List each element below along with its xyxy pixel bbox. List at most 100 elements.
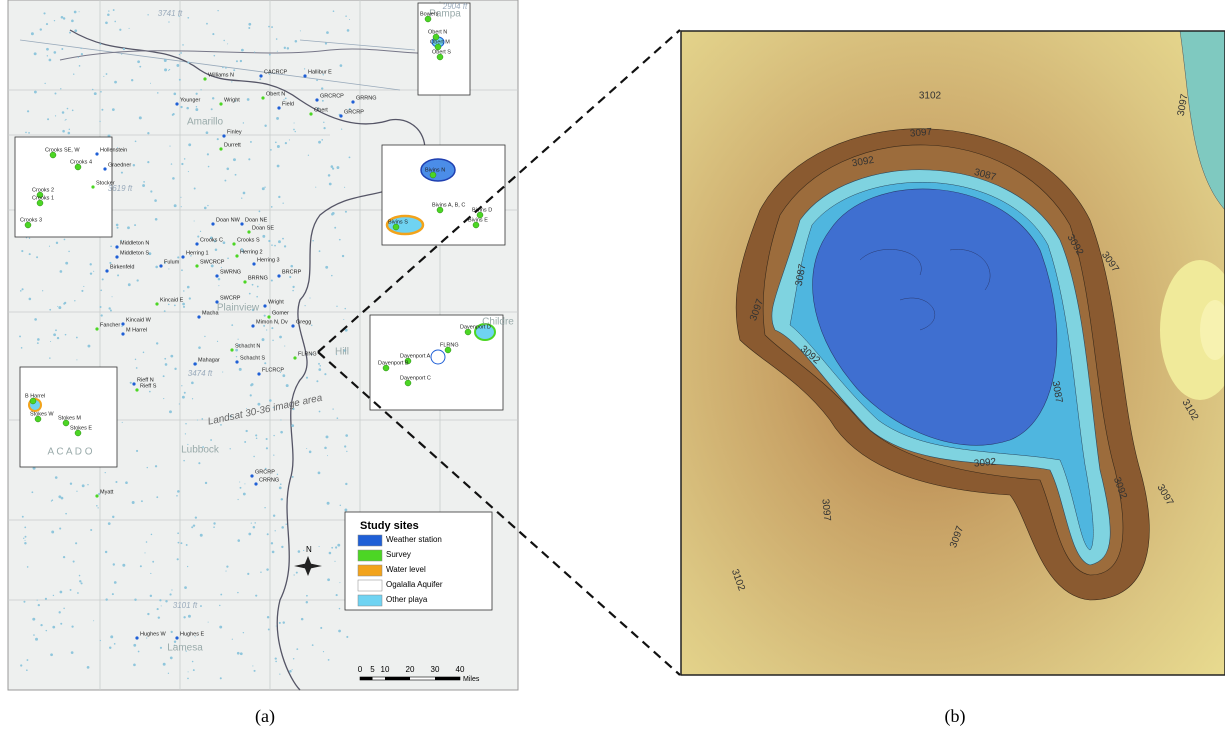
playa [152, 561, 154, 563]
playa [250, 384, 252, 386]
playa [266, 568, 268, 570]
playa [217, 138, 219, 140]
playa [53, 333, 56, 336]
playa [277, 165, 280, 168]
playa [278, 196, 280, 198]
playa [90, 263, 92, 265]
playa [264, 125, 266, 127]
playa [22, 288, 24, 290]
site-marker [181, 255, 184, 258]
inset-label: Stokes E [70, 425, 92, 431]
playa [188, 615, 191, 618]
place-label: Lamesa [167, 643, 203, 654]
inset-label: Davenport B [378, 360, 409, 366]
inset-label: Crooks SE, W [45, 147, 80, 153]
site-label: SWRNG [220, 269, 241, 275]
playa [319, 411, 321, 413]
playa [181, 206, 182, 207]
site-label: Fancher [100, 322, 120, 328]
site-marker [277, 106, 280, 109]
site-label: BRRNG [248, 275, 268, 281]
site-label: Field [282, 101, 294, 107]
playa [248, 158, 250, 160]
inset-label: Crooks 2 [32, 187, 54, 193]
playa [256, 437, 258, 439]
playa [282, 238, 284, 240]
playa [106, 73, 108, 75]
playa [285, 524, 286, 525]
playa [323, 127, 325, 129]
playa [316, 79, 318, 81]
playa [277, 145, 280, 148]
playa [249, 293, 251, 295]
playa [316, 380, 318, 382]
playa [94, 92, 97, 95]
playa [76, 491, 77, 492]
legend-label: Survey [386, 550, 411, 559]
playa [183, 306, 185, 308]
playa [241, 197, 242, 198]
playa [245, 430, 247, 432]
playa [306, 595, 308, 597]
playa [206, 23, 208, 25]
site-marker [195, 242, 198, 245]
playa [19, 335, 21, 337]
playa [132, 501, 135, 504]
playa [271, 206, 273, 208]
playa [163, 375, 165, 377]
playa [345, 483, 347, 485]
playa [192, 398, 193, 399]
playa [271, 279, 273, 281]
playa [26, 669, 28, 671]
playa [105, 598, 107, 600]
playa [174, 204, 177, 207]
site-label: Wright [224, 97, 240, 103]
inset-label: Obert S [432, 49, 451, 55]
playa [59, 611, 61, 613]
playa [185, 423, 186, 424]
playa [193, 669, 195, 671]
playa [177, 490, 180, 493]
playa [240, 487, 242, 489]
playa [183, 460, 185, 462]
playa [135, 359, 136, 360]
playa [23, 538, 24, 539]
inset-label: Stokes W [30, 411, 54, 417]
playa [218, 278, 221, 281]
site-marker [197, 315, 200, 318]
playa [237, 652, 240, 655]
playa [276, 625, 277, 626]
site-marker [135, 388, 138, 391]
playa [182, 44, 184, 46]
playa [306, 601, 308, 603]
playa [346, 636, 348, 638]
playa [78, 57, 79, 58]
playa [61, 48, 63, 50]
playa [220, 677, 222, 679]
inset-label: Bivins S [388, 219, 408, 225]
playa [309, 297, 310, 298]
playa [225, 570, 226, 571]
playa [187, 17, 189, 19]
inset-label: Bivins N [425, 167, 445, 173]
playa [49, 357, 50, 358]
playa [49, 309, 51, 311]
site-marker [175, 636, 178, 639]
site-marker [247, 230, 250, 233]
playa [188, 171, 189, 172]
playa [20, 290, 22, 292]
site-marker [243, 280, 246, 283]
playa [286, 384, 289, 387]
playa [131, 79, 133, 81]
site-label: Hallibur E [308, 69, 332, 75]
scale-label: 10 [381, 665, 390, 674]
site-marker [95, 327, 98, 330]
playa [143, 181, 145, 183]
site-marker [195, 264, 198, 267]
playa [100, 91, 102, 93]
playa [72, 110, 74, 112]
playa [327, 502, 330, 505]
playa [52, 499, 54, 501]
playa [64, 239, 66, 241]
playa [65, 513, 67, 515]
